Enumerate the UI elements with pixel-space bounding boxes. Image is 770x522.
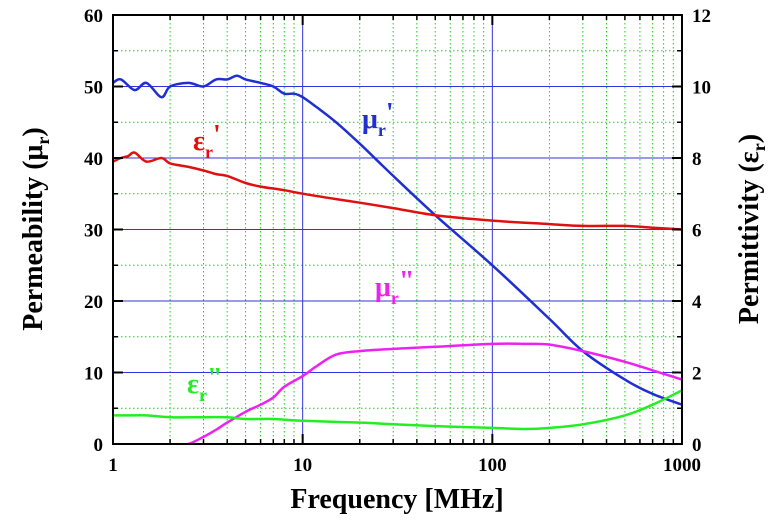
y-left-tick-label: 50 xyxy=(84,78,103,99)
y-right-tick-label: 6 xyxy=(692,221,702,242)
grid xyxy=(113,15,682,444)
label-mu-real-sub: r xyxy=(378,120,386,140)
y-left-tick-label: 60 xyxy=(84,6,103,27)
label-mu-real: μr' xyxy=(362,98,394,140)
y-right-tick-label: 10 xyxy=(692,78,711,99)
x-tick-label: 100 xyxy=(478,455,507,476)
label-eps-real: εr' xyxy=(193,120,221,162)
y-right-tick-label: 12 xyxy=(692,6,711,27)
label-mu-imag-prime: " xyxy=(399,266,415,297)
y-left-tick-label: 30 xyxy=(84,221,103,242)
series-eps-imag-line xyxy=(113,389,682,431)
x-tick-label: 10 xyxy=(293,455,312,476)
label-eps-imag: εr" xyxy=(187,363,223,405)
label-mu-imag-sub: r xyxy=(391,288,399,308)
y-left-axis-title-close: ) xyxy=(18,127,49,136)
y-right-tick-label: 8 xyxy=(692,149,702,170)
series-layer xyxy=(113,74,682,444)
y-right-tick-label: 0 xyxy=(692,435,702,456)
label-eps-imag-symbol: ε xyxy=(187,369,199,400)
label-mu-real-symbol: μ xyxy=(362,104,378,135)
y-left-tick-label: 0 xyxy=(94,435,104,456)
y-left-axis-title-sub: r xyxy=(33,137,53,145)
y-right-tick-label: 4 xyxy=(692,292,702,313)
label-mu-real-prime: ' xyxy=(386,98,394,129)
y-right-axis-title-sub: r xyxy=(749,143,769,151)
y-left-axis-title: Permeability (μr) xyxy=(18,127,53,330)
y-right-axis-title-main: Permittivity (ε xyxy=(734,151,765,324)
series-mu-imag-line xyxy=(183,342,682,444)
y-left-axis-title-main: Permeability (μ xyxy=(18,144,49,330)
label-eps-real-symbol: ε xyxy=(193,126,205,157)
label-mu-imag-symbol: μ xyxy=(375,272,391,303)
series-eps-real-line xyxy=(113,151,682,231)
y-left-tick-label: 40 xyxy=(84,149,103,170)
y-left-tick-label: 10 xyxy=(84,364,103,385)
label-eps-imag-sub: r xyxy=(199,385,207,405)
label-eps-real-prime: ' xyxy=(213,120,221,151)
label-mu-imag: μr" xyxy=(375,266,414,308)
x-tick-label: 1 xyxy=(108,455,118,476)
x-tick-label: 1000 xyxy=(663,455,701,476)
y-right-axis-title: Permittivity (εr) xyxy=(734,134,769,324)
y-left-tick-label: 20 xyxy=(84,292,103,313)
x-axis-title: Frequency [MHz] xyxy=(290,484,503,515)
y-right-axis-title-close: ) xyxy=(734,134,765,143)
series-mu-real-line xyxy=(113,74,682,406)
y-right-tick-label: 2 xyxy=(692,364,702,385)
label-eps-imag-prime: " xyxy=(207,363,223,394)
label-eps-real-sub: r xyxy=(205,142,213,162)
